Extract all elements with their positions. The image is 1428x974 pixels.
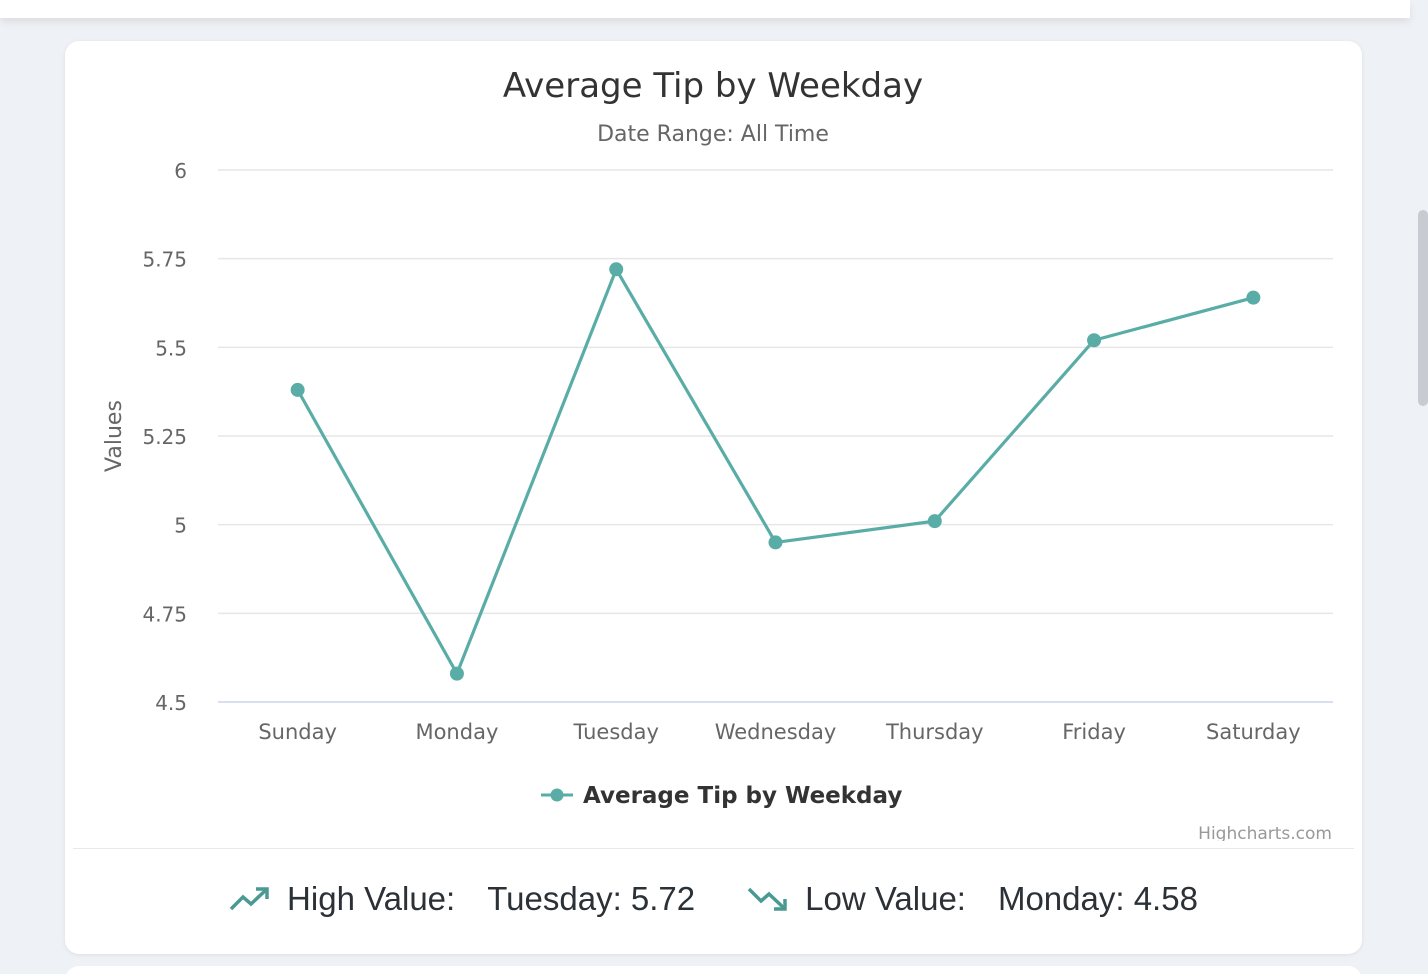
stats-row: High Value: Tuesday: 5.72 Low Value: Mon… [65, 863, 1362, 935]
y-tick-label: 5 [174, 514, 187, 538]
data-point-friday[interactable] [1087, 333, 1102, 348]
scrollbar-thumb[interactable] [1418, 210, 1428, 406]
data-point-monday[interactable] [449, 666, 464, 681]
x-tick-label: Monday [415, 720, 498, 744]
y-tick-label: 5.5 [155, 336, 187, 360]
legend-label: Average Tip by Weekday [583, 783, 902, 809]
legend-marker-symbol [550, 788, 564, 802]
x-tick-label: Friday [1062, 720, 1126, 744]
high-value-label: High Value: [287, 880, 456, 917]
x-tick-label: Saturday [1206, 720, 1301, 744]
x-tick-label: Thursday [885, 720, 984, 744]
top-panel [0, 0, 1410, 18]
high-value-text: Tuesday: 5.72 [487, 880, 696, 917]
chart-subtitle: Date Range: All Time [597, 122, 829, 147]
data-point-wednesday[interactable] [768, 535, 783, 550]
y-tick-label: 4.75 [142, 602, 187, 626]
data-point-tuesday[interactable] [609, 262, 624, 277]
y-tick-label: 5.75 [142, 248, 187, 272]
y-tick-label: 4.5 [155, 691, 187, 715]
data-point-saturday[interactable] [1246, 290, 1261, 305]
data-point-thursday[interactable] [927, 514, 942, 529]
chart-card: Average Tip by Weekday Date Range: All T… [65, 41, 1362, 954]
chart-legend[interactable]: Average Tip by Weekday [541, 783, 902, 809]
card-divider [73, 848, 1354, 849]
x-tick-label: Sunday [258, 720, 337, 744]
low-value-label: Low Value: [805, 880, 966, 917]
y-axis-title: Values [102, 400, 127, 472]
y-tick-label: 5.25 [142, 425, 187, 449]
y-tick-label: 6 [174, 159, 187, 183]
data-point-sunday[interactable] [290, 382, 305, 397]
x-tick-label: Tuesday [572, 720, 658, 744]
next-card [65, 966, 1362, 974]
x-tick-label: Wednesday [715, 720, 837, 744]
low-value-stat: Low Value: Monday: 4.58 [747, 880, 1198, 918]
high-value-stat: High Value: Tuesday: 5.72 [229, 880, 695, 918]
chart-title: Average Tip by Weekday [503, 66, 923, 106]
low-value-text: Monday: 4.58 [997, 880, 1198, 917]
credits-link[interactable]: Highcharts.com [1198, 824, 1332, 841]
trending-up-icon [229, 885, 271, 913]
trending-down-icon [747, 885, 789, 913]
line-chart: Average Tip by Weekday Date Range: All T… [102, 66, 1333, 841]
